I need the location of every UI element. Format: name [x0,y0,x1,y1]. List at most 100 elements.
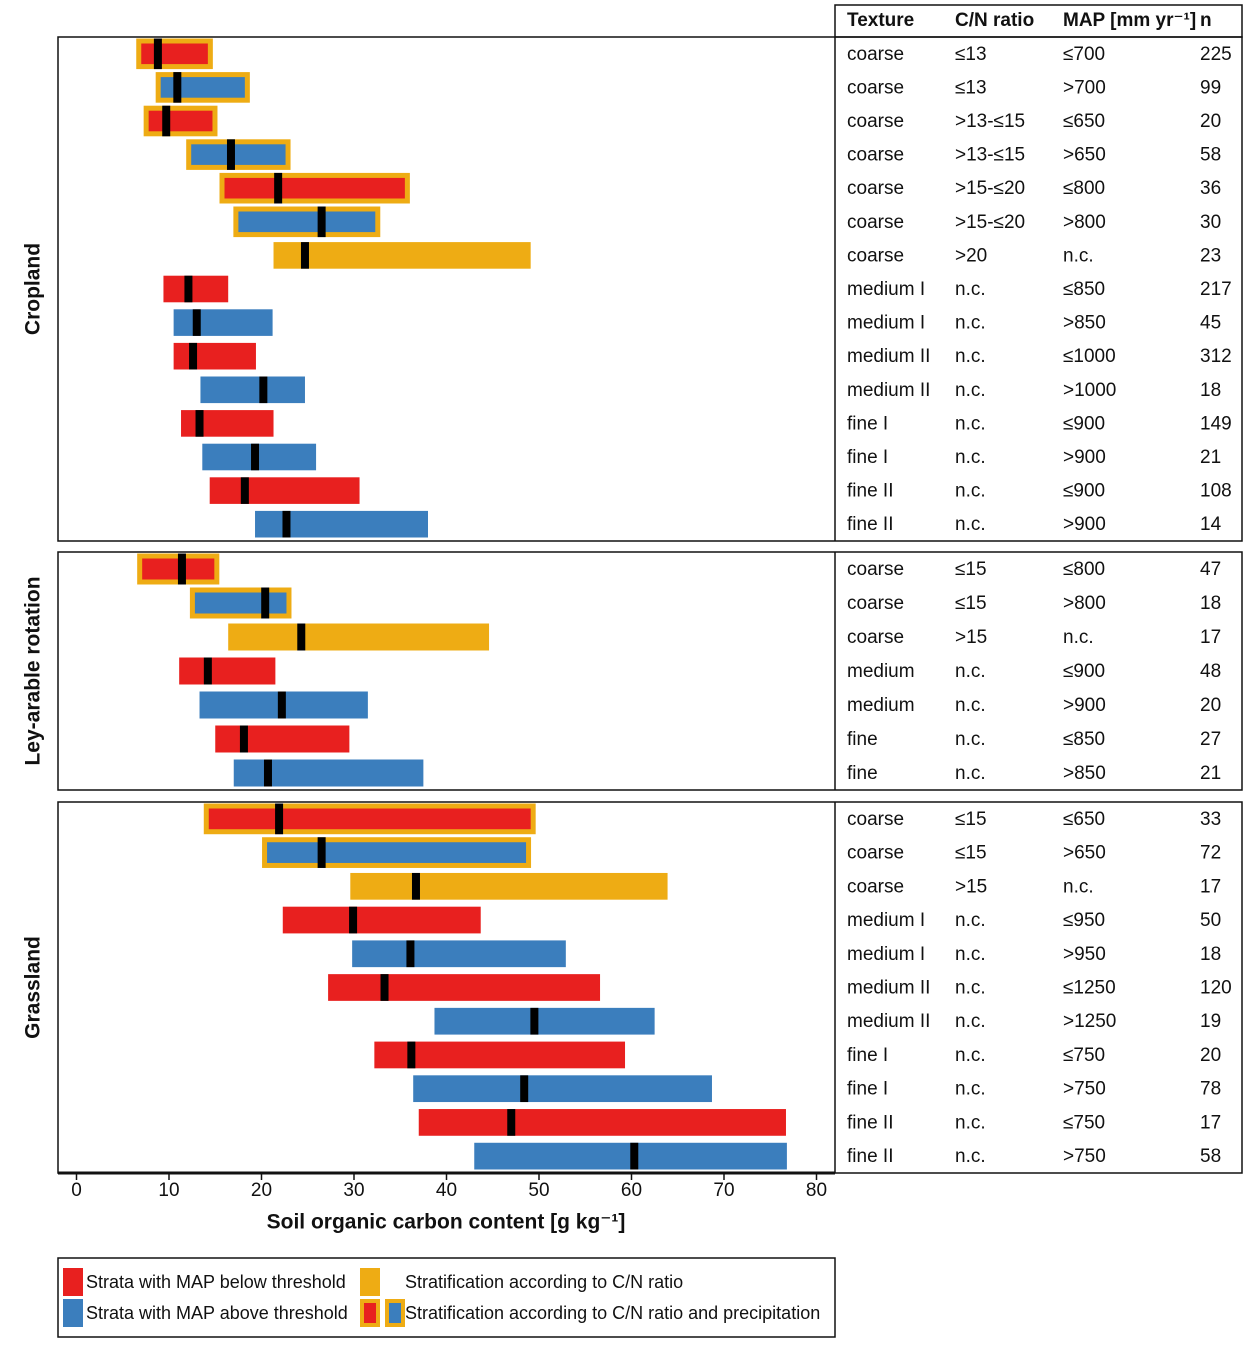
table-cell: 17 [1200,627,1221,648]
table-cell: 17 [1200,1112,1221,1133]
table-cell: coarse [847,77,904,98]
table-cell: >850 [1063,763,1106,784]
table-cell: ≤750 [1063,1112,1105,1133]
median [380,974,389,1001]
table-cell: >900 [1063,695,1106,716]
table-cell: n.c. [955,514,986,535]
table-cell: 48 [1200,661,1221,682]
median [153,38,162,70]
table-cell: 225 [1200,44,1232,65]
median [173,72,182,103]
median [162,105,171,137]
column-header: n [1200,10,1212,31]
median [407,1041,416,1069]
table-cell: medium I [847,279,925,300]
table-cell: ≤650 [1063,111,1105,132]
table-cell: 217 [1200,279,1232,300]
bar [173,309,273,336]
table-cell: >15 [955,627,987,648]
table-cell: coarse [847,559,904,580]
bar [141,43,208,65]
table-cell: 312 [1200,346,1232,367]
legend-swatch [63,1299,83,1327]
table-cell: 72 [1200,843,1221,864]
table-cell: ≤650 [1063,809,1105,830]
table-cell: fine [847,729,878,750]
table-cell: n.c. [955,413,986,434]
panel-label: Cropland [22,243,45,335]
table-cell: n.c. [1063,245,1094,266]
table-cell: ≤800 [1063,559,1105,580]
table-cell: ≤900 [1063,481,1105,502]
table-cell: >800 [1063,212,1106,233]
table-cell: 20 [1200,1045,1221,1066]
table-cell: n.c. [955,481,986,502]
median [274,172,283,204]
table-cell: n.c. [955,1079,986,1100]
column-header: C/N ratio [955,10,1034,31]
table-cell: >750 [1063,1079,1106,1100]
column-header: MAP [mm yr⁻¹] [1063,10,1196,31]
table-cell: medium I [847,944,925,965]
table-cell: >1250 [1063,1011,1116,1032]
bar [418,1109,786,1136]
x-tick-label: 40 [436,1180,457,1201]
x-tick-label: 10 [158,1180,179,1201]
table-cell: 17 [1200,876,1221,897]
median [261,587,270,619]
bar [328,974,601,1001]
bar [209,477,360,504]
table-cell: fine II [847,481,893,502]
bar [191,144,286,165]
bar [200,376,305,404]
table-cell: >900 [1063,447,1106,468]
panel-label: Ley-arable rotation [22,576,45,765]
table-cell: coarse [847,111,904,132]
median [203,657,212,685]
table-cell: coarse [847,876,904,897]
table-cell: n.c. [955,313,986,334]
x-tick-label: 20 [251,1180,272,1201]
table-cell: 18 [1200,944,1221,965]
legend-label: Stratification according to C/N ratio an… [405,1303,820,1323]
table-cell: 23 [1200,245,1221,266]
median [520,1075,529,1103]
table-cell: >950 [1063,944,1106,965]
table-cell: ≤13 [955,44,987,65]
table-cell: n.c. [955,1045,986,1066]
median [630,1142,639,1170]
table-cell: 108 [1200,481,1232,502]
bar [267,842,527,863]
table-cell: 18 [1200,593,1221,614]
median [349,906,358,934]
table-cell: ≤1000 [1063,346,1116,367]
table-cell: fine I [847,413,888,434]
table-cell: n.c. [955,1146,986,1167]
table-cell: 18 [1200,380,1221,401]
table-cell: fine [847,763,878,784]
table-cell: n.c. [955,729,986,750]
table-cell: medium I [847,313,925,334]
table-cell: medium [847,661,915,682]
median [297,623,306,651]
bar [233,759,424,787]
table-cell: 20 [1200,111,1221,132]
table-cell: n.c. [955,380,986,401]
legend-swatch [389,1303,401,1323]
table-cell: fine I [847,1079,888,1100]
table-cell: >750 [1063,1146,1106,1167]
x-tick-label: 50 [528,1180,549,1201]
table-cell: n.c. [955,944,986,965]
table-cell: 21 [1200,447,1221,468]
table-cell: 30 [1200,212,1221,233]
table-cell: medium I [847,910,925,931]
table-cell: >900 [1063,514,1106,535]
table-cell: ≤800 [1063,178,1105,199]
table-cell: >15-≤20 [955,212,1025,233]
table-cell: >13-≤15 [955,145,1025,166]
table-cell: medium II [847,380,930,401]
bar [238,211,376,233]
table-cell: coarse [847,245,904,266]
table-cell: 19 [1200,1011,1221,1032]
